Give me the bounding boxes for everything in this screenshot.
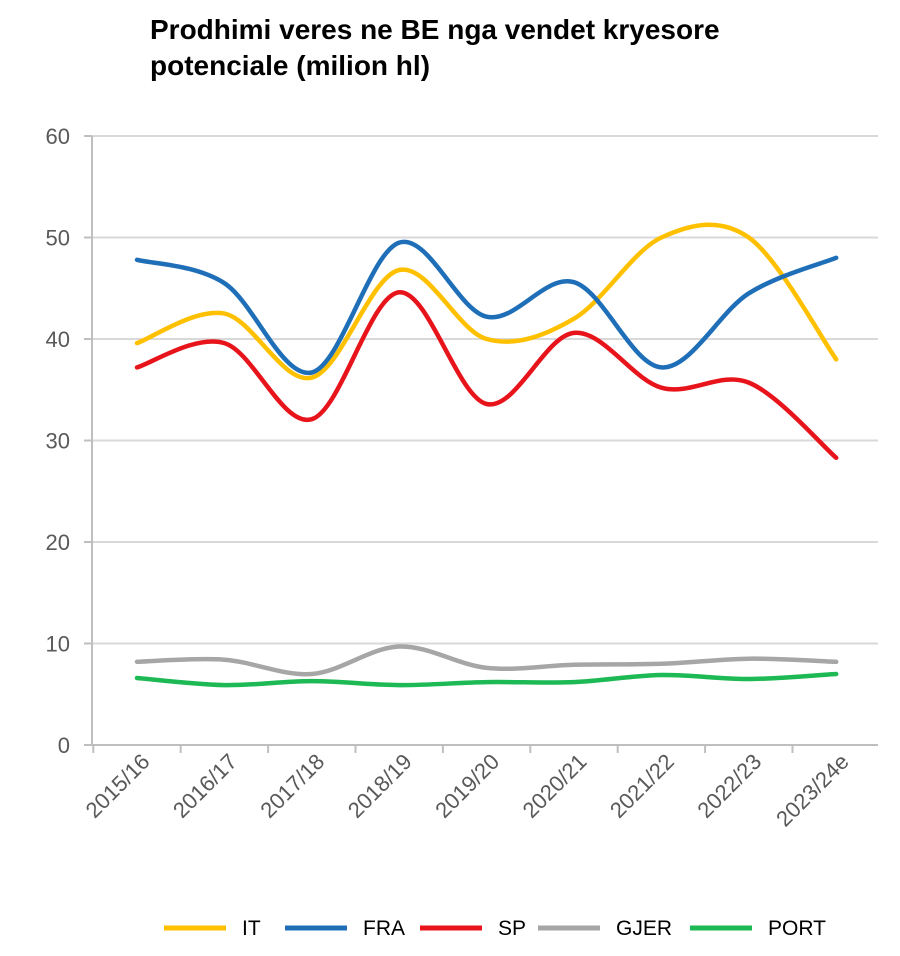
- x-tick-label: 2017/18: [255, 749, 329, 823]
- y-tick-label: 50: [46, 226, 70, 251]
- series-line-fra: [134, 239, 839, 375]
- y-tick-label: 30: [46, 429, 70, 454]
- x-tick-label: 2021/22: [605, 749, 679, 823]
- x-tick-label: 2016/17: [168, 749, 242, 823]
- legend-label-port: PORT: [768, 917, 826, 940]
- legend-label-fra: FRA: [363, 917, 405, 940]
- legend-label-it: IT: [242, 917, 261, 940]
- y-tick-label: 20: [46, 530, 70, 555]
- gridlines: [92, 135, 878, 645]
- legend-label-gjer: GJER: [616, 917, 672, 940]
- y-tick-label: 0: [58, 733, 70, 758]
- y-tick-labels: 0 10 20 30 40 50 60: [46, 124, 70, 758]
- chart-title: Prodhimi veres ne BE nga vendet kryesore…: [150, 14, 720, 81]
- x-tick-label: 2018/19: [343, 749, 417, 823]
- axes: [84, 135, 878, 753]
- legend: IT FRA SP GJER PORT: [164, 917, 826, 940]
- series-lines: [134, 222, 839, 688]
- x-tick-labels: 2015/16 2016/17 2017/18 2018/19 2019/20 2020/…: [81, 749, 854, 832]
- series-line-sp: [134, 290, 839, 461]
- y-tick-label: 10: [46, 632, 70, 657]
- x-tick-label: 2020/21: [518, 749, 592, 823]
- y-tick-label: 40: [46, 327, 70, 352]
- x-tick-label: 2022/23: [692, 749, 766, 823]
- y-tick-label: 60: [46, 124, 70, 149]
- legend-label-sp: SP: [498, 917, 526, 940]
- x-tick-label: 2019/20: [430, 749, 504, 823]
- x-tick-label: 2015/16: [81, 749, 155, 823]
- series-line-port: [134, 671, 839, 688]
- x-tick-label: 2023/24e: [771, 749, 854, 832]
- series-line-it: [134, 222, 839, 381]
- series-line-gjer: [134, 644, 839, 677]
